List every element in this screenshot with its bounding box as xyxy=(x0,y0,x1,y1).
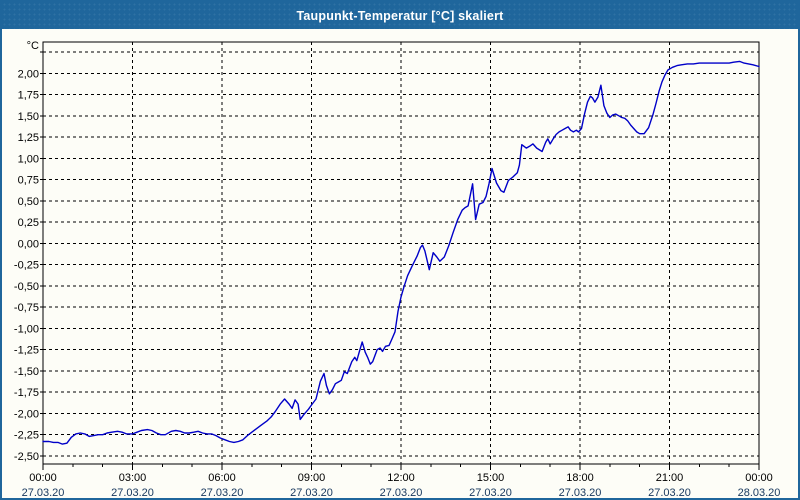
x-time-label: 15:00 xyxy=(477,472,505,484)
y-tick-label: -2,50 xyxy=(14,451,39,463)
y-tick-label: 0,50 xyxy=(18,196,39,208)
x-date-label: 27.03.20 xyxy=(380,487,423,499)
x-time-label: 00:00 xyxy=(745,472,773,484)
x-time-label: 00:00 xyxy=(29,472,57,484)
y-tick-label: 1,25 xyxy=(18,132,39,144)
y-tick-label: -1,25 xyxy=(14,345,39,357)
y-tick-label: -0,75 xyxy=(14,302,39,314)
y-tick-label: 2,00 xyxy=(18,68,39,80)
x-time-label: 21:00 xyxy=(656,472,684,484)
x-date-label: 27.03.20 xyxy=(469,487,512,499)
x-date-label: 27.03.20 xyxy=(22,487,65,499)
x-time-label: 09:00 xyxy=(298,472,326,484)
y-axis-unit-label: °C xyxy=(27,40,39,52)
y-tick-label: 0,25 xyxy=(18,217,39,229)
y-tick-label: -0,25 xyxy=(14,260,39,272)
x-time-label: 12:00 xyxy=(387,472,415,484)
title-bar[interactable]: Taupunkt-Temperatur [°C] skaliert xyxy=(2,2,798,29)
window-title: Taupunkt-Temperatur [°C] skaliert xyxy=(296,8,504,23)
y-tick-label: -1,75 xyxy=(14,387,39,399)
dewpoint-chart: 2,00 1,75 1,50 1,25 1,00 0,75 0,50 0,25 0,00 -0,2… xyxy=(14,40,781,499)
y-tick-label: 1,00 xyxy=(18,153,39,165)
y-tick-label: -0,50 xyxy=(14,281,39,293)
y-tick-label: 1,75 xyxy=(18,90,39,102)
x-date-label: 27.03.20 xyxy=(111,487,154,499)
y-tick-label: 0,00 xyxy=(18,238,39,250)
temperature-line xyxy=(42,60,760,445)
x-date-label: 27.03.20 xyxy=(648,487,691,499)
x-date-label: 27.03.20 xyxy=(201,487,244,499)
y-tick-label: -2,00 xyxy=(14,408,39,420)
x-date-label: 27.03.20 xyxy=(290,487,333,499)
x-time-label: 03:00 xyxy=(119,472,147,484)
y-tick-label: 0,75 xyxy=(18,175,39,187)
x-date-label: 28.03.20 xyxy=(738,487,781,499)
x-time-label: 18:00 xyxy=(566,472,594,484)
y-tick-label: -2,25 xyxy=(14,430,39,442)
y-tick-label: 1,50 xyxy=(18,111,39,123)
y-tick-label: -1,00 xyxy=(14,323,39,335)
y-tick-label: -1,50 xyxy=(14,366,39,378)
x-time-label: 06:00 xyxy=(208,472,236,484)
x-date-label: 27.03.20 xyxy=(559,487,602,499)
